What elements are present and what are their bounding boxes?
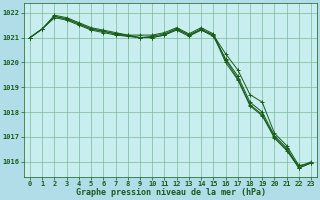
X-axis label: Graphe pression niveau de la mer (hPa): Graphe pression niveau de la mer (hPa): [76, 188, 266, 197]
